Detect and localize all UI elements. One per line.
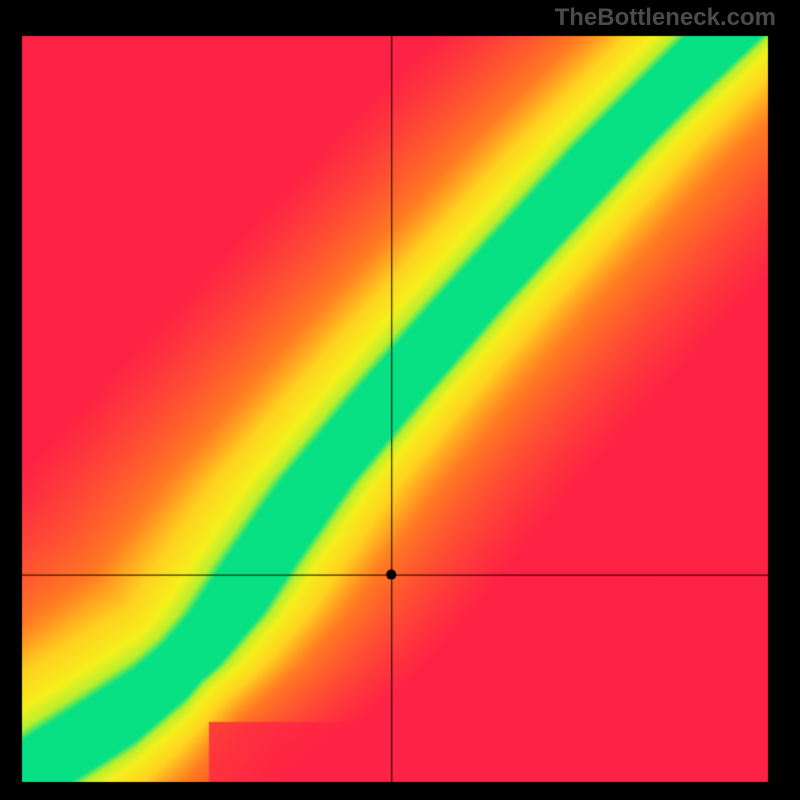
- bottleneck-heatmap: [0, 0, 800, 800]
- watermark-text: TheBottleneck.com: [555, 4, 776, 32]
